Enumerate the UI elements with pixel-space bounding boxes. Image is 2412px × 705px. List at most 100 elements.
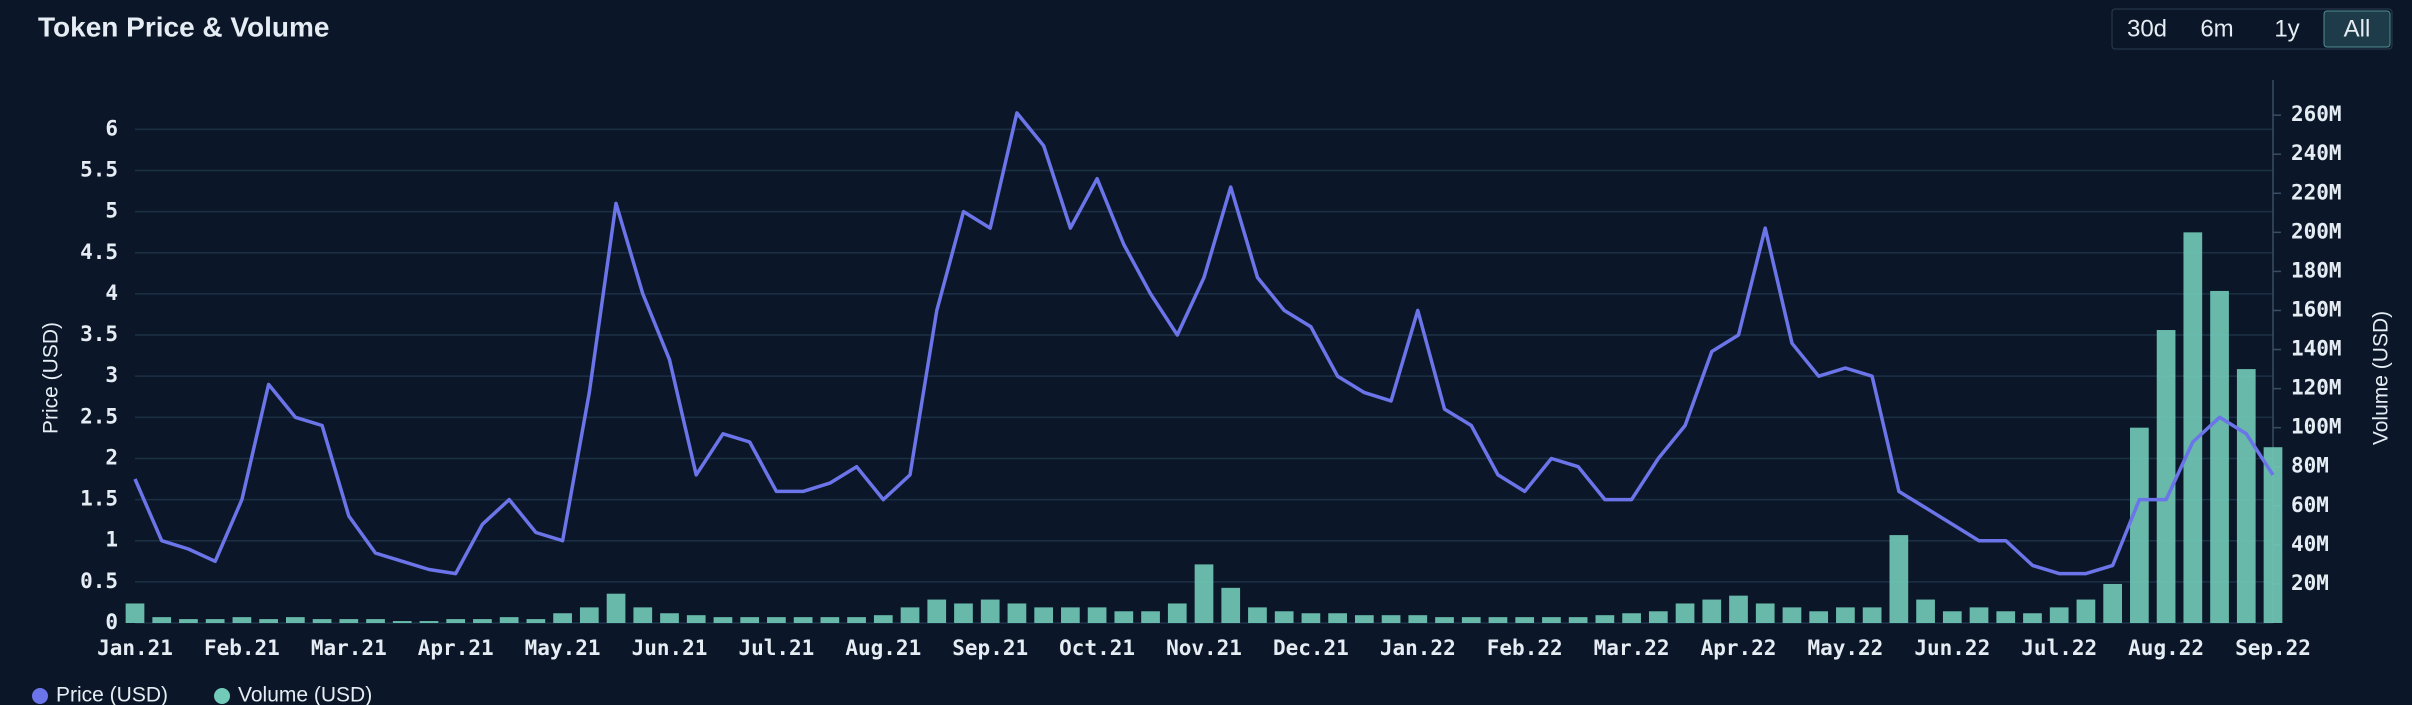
y-tick-label: 2 xyxy=(105,445,118,469)
range-button-label[interactable]: All xyxy=(2344,15,2371,42)
volume-bar xyxy=(1729,595,1748,623)
y2-tick-label: 240M xyxy=(2291,141,2342,165)
volume-bar xyxy=(1595,615,1615,623)
volume-bar xyxy=(713,617,733,623)
y-tick-label: 6 xyxy=(105,116,118,140)
volume-bar xyxy=(2103,583,2123,623)
volume-bar xyxy=(1461,617,1481,623)
y-tick-label: 3.5 xyxy=(80,322,118,346)
x-tick-label: Mar.22 xyxy=(1594,636,1670,660)
volume-bar xyxy=(1622,613,1641,623)
x-tick-label: Apr.21 xyxy=(418,636,494,660)
volume-bar xyxy=(526,619,546,623)
volume-bar xyxy=(1488,617,1508,623)
volume-bar xyxy=(125,603,145,623)
price-line xyxy=(133,111,2275,576)
x-tick-label: Jan.22 xyxy=(1380,636,1456,660)
volume-bar xyxy=(1782,607,1802,623)
chart-title: Token Price & Volume xyxy=(38,11,329,42)
volume-bar xyxy=(339,619,359,623)
volume-bar xyxy=(1114,611,1134,623)
volume-bar xyxy=(1435,617,1454,623)
volume-bar xyxy=(1194,564,1214,623)
y2-tick-label: 20M xyxy=(2291,571,2329,595)
volume-bar xyxy=(767,617,786,623)
volume-bar xyxy=(1916,599,1935,623)
y2-tick-label: 140M xyxy=(2291,337,2342,361)
volume-bar xyxy=(2183,232,2203,623)
volume-bar xyxy=(1515,617,1535,623)
x-tick-label: May.21 xyxy=(525,636,601,660)
y-tick-label: 1 xyxy=(105,528,118,552)
volume-bar xyxy=(205,619,225,623)
volume-bar xyxy=(1836,607,1855,623)
volume-bar xyxy=(1568,617,1588,623)
range-button-label[interactable]: 1y xyxy=(2274,15,2299,42)
x-tick-label: Feb.21 xyxy=(204,636,280,660)
volume-bar xyxy=(579,607,599,623)
volume-bar xyxy=(473,619,492,623)
x-tick-label: Jun.21 xyxy=(632,636,708,660)
volume-bar xyxy=(2130,427,2149,623)
y2-tick-label: 260M xyxy=(2291,102,2342,126)
y-tick-label: 4 xyxy=(105,281,118,305)
x-tick-label: Sep.22 xyxy=(2235,636,2311,660)
volume-bar xyxy=(633,607,653,623)
y2-tick-label: 220M xyxy=(2291,180,2342,204)
y2-axis-title: Volume (USD) xyxy=(2370,311,2393,445)
x-tick-label: Dec.21 xyxy=(1273,636,1349,660)
volume-bar xyxy=(419,621,439,623)
range-button-label[interactable]: 6m xyxy=(2200,15,2233,42)
volume-bar xyxy=(686,615,706,623)
volume-bar xyxy=(1221,587,1241,623)
volume-bar xyxy=(446,619,466,623)
volume-bar xyxy=(312,619,332,623)
range-button[interactable] xyxy=(2323,10,2391,48)
y2-tick-label: 100M xyxy=(2291,415,2342,439)
x-tick-label: May.22 xyxy=(1807,636,1883,660)
volume-bar xyxy=(660,613,679,623)
volume-bar xyxy=(1034,607,1054,623)
volume-bar xyxy=(2210,290,2229,623)
volume-bar xyxy=(1942,611,1962,623)
range-button-label[interactable]: 30d xyxy=(2127,15,2167,42)
legend-label: Volume (USD) xyxy=(238,684,372,705)
legend-swatch xyxy=(32,688,48,704)
volume-bar xyxy=(2023,613,2042,623)
y-tick-label: 5.5 xyxy=(80,158,118,182)
volume-bar xyxy=(1328,613,1347,623)
y2-tick-label: 160M xyxy=(2291,297,2342,321)
volume-bar xyxy=(1542,617,1561,623)
button-group xyxy=(2111,8,2393,50)
volume-bar xyxy=(1141,611,1160,623)
x-tick-label: Jul.21 xyxy=(738,636,814,660)
x-tick-label: Jun.22 xyxy=(1914,636,1990,660)
volume-bar xyxy=(606,593,626,623)
volume-bar xyxy=(927,599,947,623)
x-tick-label: Nov.21 xyxy=(1166,636,1242,660)
y2-tick-label: 80M xyxy=(2291,454,2329,478)
x-tick-label: Mar.21 xyxy=(311,636,387,660)
volume-bar xyxy=(980,599,1000,623)
volume-bar xyxy=(847,617,866,623)
y-tick-label: 1.5 xyxy=(80,487,118,511)
y-tick-label: 4.5 xyxy=(80,240,118,264)
volume-bar xyxy=(1675,603,1695,623)
volume-bar xyxy=(1755,603,1775,623)
volume-bar xyxy=(366,619,385,623)
volume-bar xyxy=(179,619,198,623)
volume-bar xyxy=(793,617,813,623)
x-tick-label: Oct.21 xyxy=(1059,636,1135,660)
volume-bar xyxy=(2156,330,2176,623)
y-tick-label: 0 xyxy=(105,610,118,634)
y2-tick-label: 180M xyxy=(2291,258,2342,282)
y2-tick-label: 200M xyxy=(2291,219,2342,243)
volume-bar xyxy=(1889,535,1909,623)
volume-bar xyxy=(2263,447,2283,623)
x-tick-label: Apr.22 xyxy=(1701,636,1777,660)
volume-bar xyxy=(1248,607,1267,623)
volume-bar xyxy=(2236,369,2256,623)
volume-bar xyxy=(1408,615,1428,623)
